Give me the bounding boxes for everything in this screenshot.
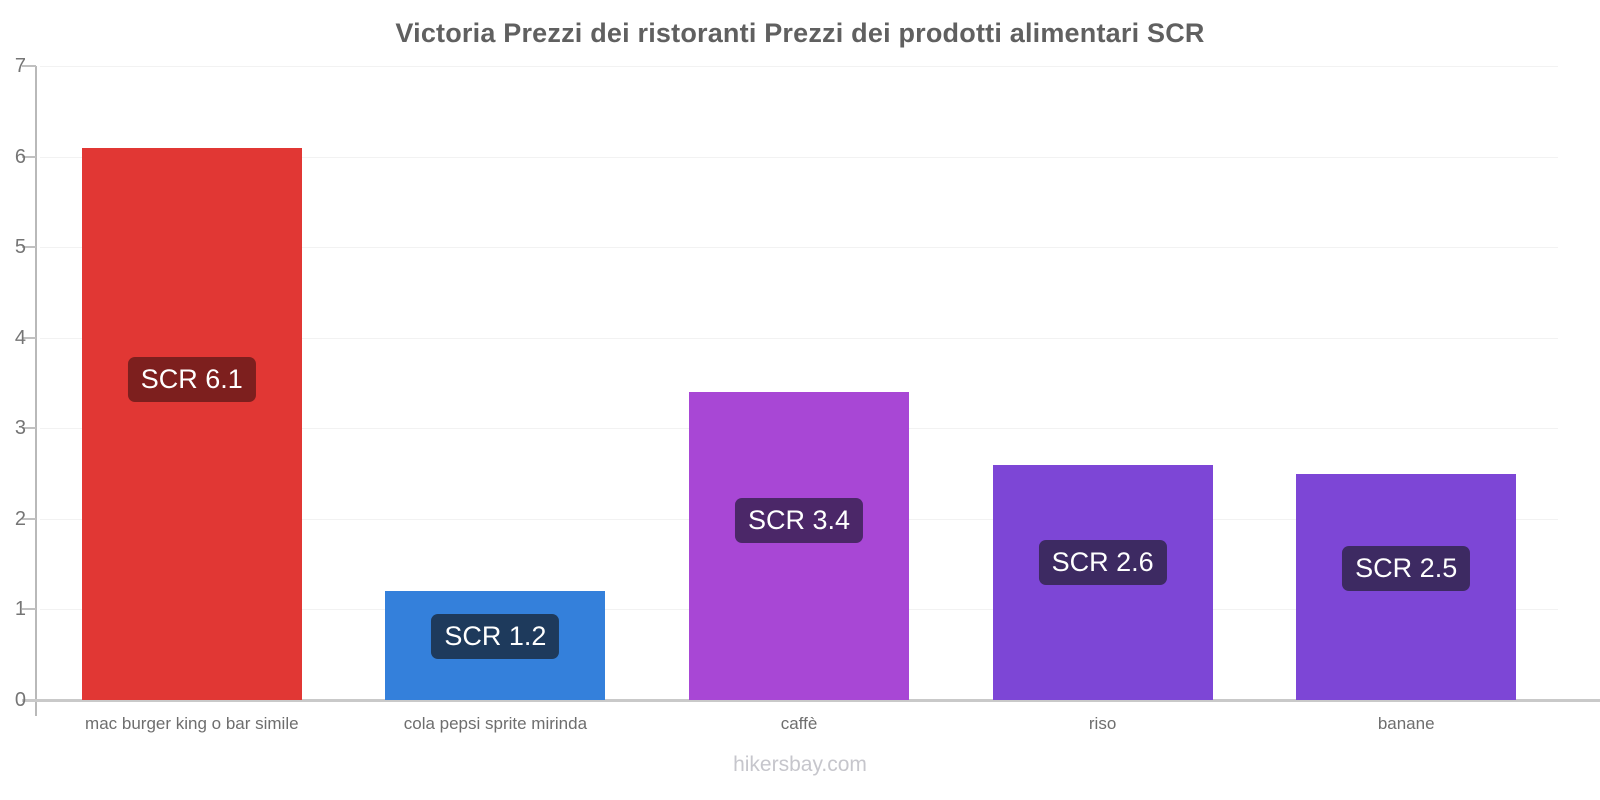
y-gridline [40, 156, 1558, 158]
y-gridline [40, 247, 1558, 249]
y-tick-mark [22, 65, 36, 67]
footer: hikersbay.com [0, 753, 1600, 777]
footer-link[interactable]: hikersbay.com [733, 753, 867, 776]
x-axis-category-label: mac burger king o bar simile [85, 714, 299, 733]
bar-value-badge: SCR 2.5 [1342, 545, 1471, 591]
y-axis-tick-label: 1 [14, 598, 26, 621]
bar-value-badge: SCR 2.6 [1038, 540, 1167, 586]
x-axis-category-label: caffè [780, 714, 818, 733]
y-tick-mark [22, 336, 36, 339]
x-axis-category-label: banane [1377, 714, 1435, 733]
y-tick-mark [22, 427, 36, 430]
x-axis-category-label: riso [1088, 714, 1117, 733]
y-axis-tick-label: 2 [14, 507, 26, 530]
y-tick-mark [22, 608, 36, 611]
y-tick-mark [22, 246, 36, 249]
bar-value-badge: SCR 3.4 [734, 498, 864, 544]
y-tick-mark [22, 517, 36, 520]
y-axis-tick-label: 4 [14, 326, 26, 349]
x-axis-baseline [22, 699, 1600, 702]
bar-caffè [689, 392, 909, 700]
bar-value-badge: SCR 1.2 [431, 613, 560, 659]
y-gridline [40, 66, 1558, 67]
y-axis-tick-label: 7 [14, 55, 26, 77]
bar-value-badge: SCR 6.1 [127, 356, 256, 402]
y-tick-mark [22, 155, 36, 158]
y-axis-tick-label: 6 [14, 145, 26, 168]
bar-mac-burger-king-o-bar-simile [81, 147, 302, 700]
y-axis-tick-label: 0 [14, 689, 26, 711]
y-axis-tick-label: 3 [14, 417, 26, 440]
y-gridline [40, 337, 1558, 339]
page-title: Victoria Prezzi dei ristoranti Prezzi de… [395, 18, 1205, 48]
y-axis-line [35, 66, 37, 716]
x-axis-category-label: cola pepsi sprite mirinda [403, 714, 588, 733]
y-axis-tick-label: 5 [14, 236, 26, 259]
